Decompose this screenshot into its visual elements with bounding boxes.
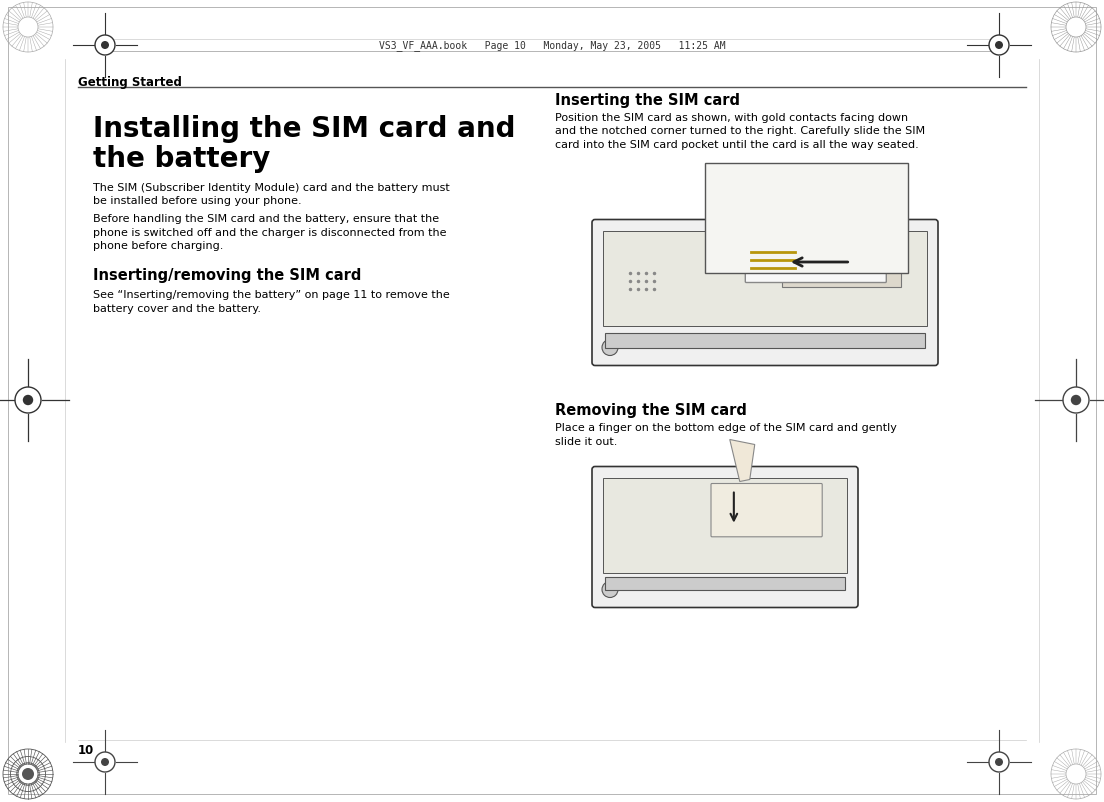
Text: The SIM (Subscriber Identity Module) card and the battery must: The SIM (Subscriber Identity Module) car…	[93, 183, 449, 192]
Text: phone before charging.: phone before charging.	[93, 241, 223, 251]
Circle shape	[15, 387, 41, 414]
Bar	[782, 238, 901, 287]
Text: Installing the SIM card and: Installing the SIM card and	[93, 115, 516, 143]
Text: Position the SIM card as shown, with gold contacts facing down: Position the SIM card as shown, with gol…	[555, 113, 909, 123]
Circle shape	[602, 581, 618, 597]
Circle shape	[1066, 764, 1086, 784]
FancyBboxPatch shape	[592, 467, 858, 608]
Bar	[704, 164, 907, 273]
Text: Inserting/removing the SIM card: Inserting/removing the SIM card	[93, 268, 361, 283]
Circle shape	[22, 768, 34, 780]
Text: VS3_VF_AAA.book   Page 10   Monday, May 23, 2005   11:25 AM: VS3_VF_AAA.book Page 10 Monday, May 23, …	[379, 40, 725, 51]
FancyBboxPatch shape	[745, 242, 887, 283]
Text: 10: 10	[78, 743, 94, 756]
Text: the battery: the battery	[93, 145, 270, 172]
Bar	[605, 577, 845, 589]
Circle shape	[100, 758, 109, 766]
Text: phone is switched off and the charger is disconnected from the: phone is switched off and the charger is…	[93, 227, 446, 237]
Text: See “Inserting/removing the battery” on page 11 to remove the: See “Inserting/removing the battery” on …	[93, 290, 449, 300]
Text: be installed before using your phone.: be installed before using your phone.	[93, 196, 301, 206]
Circle shape	[1071, 395, 1081, 406]
Text: and the notched corner turned to the right. Carefully slide the SIM: and the notched corner turned to the rig…	[555, 127, 925, 136]
Text: Before handling the SIM card and the battery, ensure that the: Before handling the SIM card and the bat…	[93, 214, 439, 224]
Circle shape	[602, 340, 618, 356]
Circle shape	[995, 42, 1004, 50]
Text: Inserting the SIM card: Inserting the SIM card	[555, 93, 740, 107]
Circle shape	[995, 758, 1004, 766]
Circle shape	[100, 42, 109, 50]
Circle shape	[18, 18, 38, 38]
Circle shape	[23, 395, 33, 406]
Bar	[603, 231, 927, 326]
Circle shape	[989, 36, 1009, 56]
Circle shape	[1066, 18, 1086, 38]
FancyBboxPatch shape	[711, 484, 822, 537]
Bar	[603, 478, 847, 573]
Bar	[605, 333, 925, 348]
Text: Getting Started: Getting Started	[78, 76, 182, 89]
Circle shape	[95, 752, 115, 772]
Text: battery cover and the battery.: battery cover and the battery.	[93, 304, 261, 314]
FancyBboxPatch shape	[592, 221, 938, 366]
Circle shape	[95, 36, 115, 56]
Text: card into the SIM card pocket until the card is all the way seated.: card into the SIM card pocket until the …	[555, 140, 919, 150]
Circle shape	[989, 752, 1009, 772]
Text: slide it out.: slide it out.	[555, 436, 617, 447]
Text: Place a finger on the bottom edge of the SIM card and gently: Place a finger on the bottom edge of the…	[555, 423, 896, 433]
Text: Removing the SIM card: Removing the SIM card	[555, 403, 747, 418]
Circle shape	[1063, 387, 1089, 414]
Polygon shape	[730, 440, 755, 482]
